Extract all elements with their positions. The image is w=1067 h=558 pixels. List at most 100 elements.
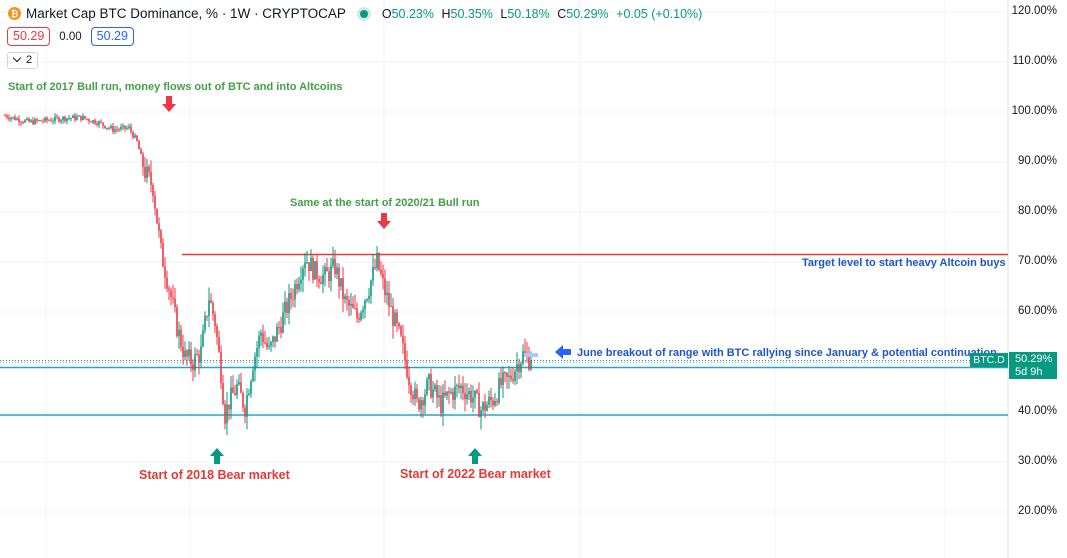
candle: [502, 366, 504, 398]
candle: [352, 296, 354, 309]
symbol-title[interactable]: Market Cap BTC Dominance, % · 1W · CRYPT…: [26, 6, 346, 21]
candle-body: [86, 118, 88, 120]
candle-body: [12, 116, 14, 118]
candle: [354, 294, 356, 310]
candle-body: [286, 301, 288, 313]
candle: [46, 116, 48, 124]
candle-body: [338, 267, 340, 287]
candle: [268, 336, 270, 350]
candle: [276, 322, 278, 343]
candle: [432, 380, 434, 403]
candle: [392, 297, 394, 339]
candle: [60, 118, 62, 125]
candle-body: [146, 166, 148, 178]
candle-body: [240, 382, 242, 394]
candle-body: [416, 388, 418, 399]
candle: [230, 376, 232, 420]
candle-body: [280, 327, 282, 333]
candle: [272, 335, 274, 348]
candle-body: [370, 280, 372, 296]
candle-body: [520, 363, 522, 372]
low-label: L: [500, 6, 508, 21]
candle: [522, 344, 524, 366]
trade-price-row: 50.29 0.00 50.29: [7, 27, 134, 46]
candle-body: [150, 172, 152, 186]
candle-body: [168, 288, 170, 291]
candle-body: [164, 266, 166, 278]
candle-body: [72, 115, 74, 118]
candle: [104, 125, 106, 129]
candle-body: [394, 312, 396, 326]
candle: [310, 249, 312, 272]
candle: [24, 118, 26, 123]
live-dot-icon: [359, 9, 368, 18]
candle-body: [142, 154, 144, 167]
candle: [396, 308, 398, 332]
candle: [336, 262, 338, 280]
candle: [426, 376, 428, 397]
candle: [374, 258, 376, 271]
candle: [470, 384, 472, 408]
candle-body: [482, 402, 484, 411]
candle: [148, 164, 150, 177]
candle: [450, 387, 452, 395]
candle: [92, 119, 94, 124]
candle: [10, 116, 12, 123]
candle-body: [438, 395, 440, 398]
candle: [188, 341, 190, 361]
candle: [260, 329, 262, 347]
candle-body: [348, 300, 350, 306]
candle: [478, 382, 480, 418]
indicators-toggle-button[interactable]: 2: [7, 52, 39, 69]
candle-body: [124, 125, 126, 129]
candle-body: [262, 332, 264, 343]
candle: [320, 275, 322, 285]
candle-body: [248, 393, 250, 396]
candle-body: [484, 402, 486, 411]
candle-body: [216, 326, 218, 338]
candle: [416, 384, 418, 403]
candle: [438, 384, 440, 407]
candle: [170, 287, 172, 306]
sell-price-button[interactable]: 50.29: [7, 27, 51, 46]
candle-body: [410, 385, 412, 395]
candle: [162, 238, 164, 268]
candle: [226, 391, 228, 436]
candle: [106, 127, 108, 131]
candle-body: [64, 116, 66, 121]
bitcoin-icon[interactable]: ₿: [8, 7, 21, 20]
arrow-down-icon: [377, 213, 391, 229]
buy-price-button[interactable]: 50.29: [90, 27, 134, 46]
candle: [88, 118, 90, 125]
candle: [452, 387, 454, 409]
candle-body: [508, 375, 510, 377]
candle-body: [462, 385, 464, 394]
candle-body: [444, 392, 446, 396]
candle: [468, 387, 470, 400]
candle-body: [336, 267, 338, 275]
candle-body: [140, 149, 142, 155]
candle-body: [130, 126, 132, 132]
candle: [496, 398, 498, 407]
price-tick-label: 40.00%: [1017, 405, 1057, 417]
candle-body: [344, 296, 346, 300]
candle-body: [218, 337, 220, 352]
candle: [90, 120, 92, 123]
candle: [380, 261, 382, 277]
candle: [94, 118, 96, 126]
candle: [330, 257, 332, 292]
candle-body: [250, 381, 252, 394]
candle-body: [516, 364, 518, 372]
candle: [494, 392, 496, 408]
candle-body: [340, 278, 342, 287]
candle: [464, 382, 466, 412]
arrow-down-icon: [162, 96, 176, 112]
candle: [152, 182, 154, 203]
candle: [282, 302, 284, 334]
candle: [402, 324, 404, 354]
candle-body: [68, 118, 70, 120]
candle: [306, 251, 308, 264]
candle-body: [374, 267, 376, 269]
candle-body: [386, 292, 388, 296]
